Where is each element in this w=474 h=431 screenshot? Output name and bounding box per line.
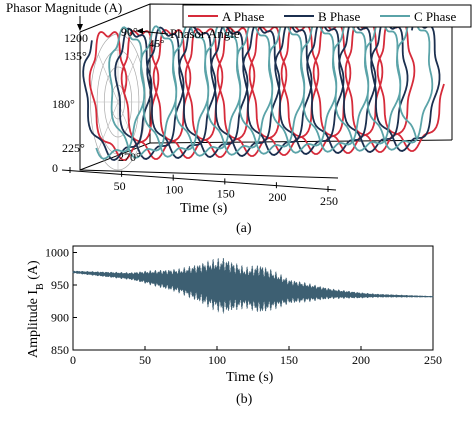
legend-label-c: C Phase [414,9,456,24]
helix-c-phase [95,17,434,160]
time-axis-line [61,169,337,191]
y-axis-label-subscript: B [35,283,46,290]
x-tick-label: 0 [52,161,58,175]
time-axis-label: Time (s) [180,201,228,216]
helix-series-group [82,17,445,161]
angle-tick-label: 135° [64,49,87,63]
x-tick-label: 200 [268,190,286,204]
angle-tick-label: 180° [52,97,75,111]
phasor-3d-chart: 90° 135° 180° 225° 270° 45° 1200 Phasor … [6,0,472,236]
polar-spoke [117,53,139,103]
plot-frame [72,245,434,351]
angle-tick-label: 90° [121,25,138,39]
legend: A Phase B Phase C Phase [182,4,472,28]
x-axis-label: Time (s) [226,370,274,385]
angle-tick-label: 225° [62,141,85,155]
amplitude-line [72,258,434,314]
y-tick-label: 850 [51,343,69,357]
legend-label-a: A Phase [222,9,264,24]
x-tick-label: 150 [217,186,235,200]
polar-spoke [97,53,119,103]
y-tick-label: 1000 [45,246,69,260]
angle-tick-label: 45° [149,38,164,50]
y-axis-label-main: Amplitude I [26,290,41,358]
legend-label-b: B Phase [318,9,360,24]
magnitude-axis-label: Phasor Magnitude (A) [6,0,122,15]
y-axis-label: Amplitude IB (A) [26,260,46,358]
polar-spoke [97,101,119,151]
time-axis-ticks: 0 50 100 150 200 250 [52,161,338,208]
axis-ticks: 0 50 100 150 200 250 850 900 950 1000 [45,246,442,368]
x-tick-label: 50 [114,179,126,193]
amplitude-chart: 0 50 100 150 200 250 850 900 950 1000 Time (s) Am… [26,245,442,407]
magnitude-tick-label: 1200 [64,31,88,45]
angle-axis-label: Phasor Angle [170,26,240,41]
angle-tick-label: 270° [118,150,141,164]
x-tick-label: 200 [352,353,370,367]
x-tick-label: 250 [424,353,442,367]
legend-box [182,4,472,28]
x-tick-label: 0 [70,353,76,367]
x-tick-label: 150 [280,353,298,367]
arrow-head [77,24,83,31]
y-tick-label: 950 [51,278,69,292]
x-tick-label: 50 [139,353,151,367]
x-tick-label: 100 [208,353,226,367]
x-tick-label: 100 [165,183,183,197]
arrow-head [136,28,143,34]
helix-b-phase [82,18,441,161]
subfigure-label-b: (b) [236,392,253,407]
polar-grid [90,33,146,171]
x-tick-label: 250 [320,194,338,208]
y-axis-label-unit: (A) [26,260,41,283]
y-tick-label: 900 [51,311,69,325]
subfigure-label-a: (a) [236,221,252,236]
amplitude-series [72,258,434,314]
